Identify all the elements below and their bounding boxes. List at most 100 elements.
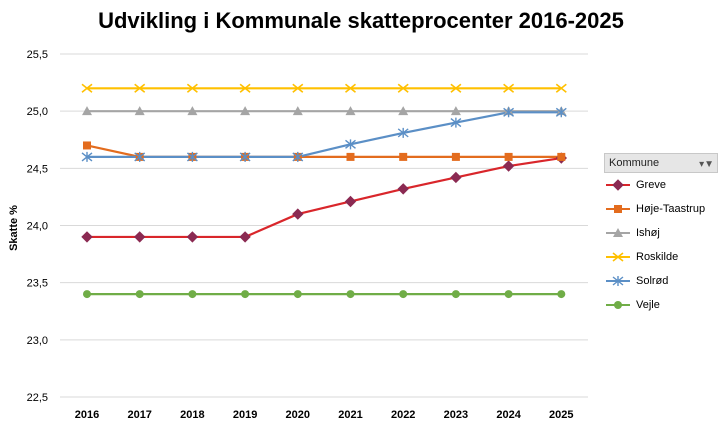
legend-swatch [606,252,630,262]
data-point [133,231,146,243]
x-tick-label: 2016 [75,409,99,421]
x-tick-label: 2023 [444,409,468,421]
data-point [346,152,355,161]
data-point [81,231,93,243]
filter-icon[interactable]: ▾▼ [699,159,714,170]
legend-marker [614,205,622,213]
legend-swatch [606,301,630,309]
data-point [346,290,355,299]
data-point [83,290,91,299]
legend: Kommune ▾▼ Greve Høje-Taastrup Ishøj Roskil… [604,153,718,317]
legend-swatch [606,276,630,286]
y-axis-label: Skatte % [8,205,20,251]
data-point [83,141,91,150]
series-lines [86,87,562,296]
data-point [186,151,198,162]
legend-marker [613,228,623,237]
data-point [451,290,460,299]
data-point [239,151,251,162]
legend-marker [614,301,622,309]
data-point [397,183,409,195]
data-point [134,83,146,93]
y-tick-label: 23,0 [27,335,48,347]
x-tick-label: 2017 [127,409,151,421]
legend-title: Kommune [609,157,660,169]
data-point [345,106,356,116]
legend-item[interactable]: Roskilde [604,245,718,269]
legend-item[interactable]: Vejle [604,293,718,317]
y-tick-label: 24,5 [27,163,48,175]
data-point [450,83,462,93]
data-point [81,151,93,162]
data-point [81,83,93,93]
x-tick-label: 2024 [496,409,521,421]
data-point [293,290,302,299]
legend-item[interactable]: Solrød [604,269,718,293]
legend-swatch [606,228,630,237]
chart-title: Udvikling i Kommunale skatteprocenter 20… [98,8,624,33]
y-tick-labels: 22,5 23,0 23,5 24,0 24,5 25,0 25,5 [27,49,48,404]
legend-label: Vejle [636,299,660,311]
data-point [502,160,515,172]
legend-label: Høje-Taastrup [636,203,706,215]
legend-marker [612,179,624,191]
data-point [397,83,409,93]
data-point [292,208,304,220]
data-point [135,290,144,299]
data-point [555,107,567,118]
data-point [134,151,146,162]
data-point [399,152,408,161]
data-point [186,231,199,243]
data-point [557,290,566,299]
legend-label: Roskilde [636,251,679,263]
legend-label: Ishøj [636,227,660,239]
series-markers [81,83,568,299]
data-point [292,106,303,116]
data-point [292,83,304,93]
data-point [503,107,515,118]
data-point [134,106,145,116]
legend-item[interactable]: Ishøj [604,221,718,245]
legend-items: Greve Høje-Taastrup Ishøj Roskilde Solrød Vej… [604,173,718,317]
data-point [240,106,251,116]
legend-item[interactable]: Høje-Taastrup [604,197,718,221]
data-point [451,152,460,161]
x-tick-label: 2022 [391,409,415,421]
x-tick-label: 2021 [338,409,362,421]
data-point [345,83,356,93]
data-point [503,83,515,93]
data-point [186,83,198,93]
data-point [450,117,462,128]
gridlines [60,53,588,398]
data-point [504,290,513,299]
data-point [399,290,408,299]
data-point [241,290,250,299]
legend-marker [612,252,624,262]
data-point [504,152,513,161]
legend-marker [612,276,624,286]
data-point [397,127,409,138]
data-point [450,106,461,116]
legend-label: Greve [636,179,666,191]
y-tick-label: 22,5 [27,392,48,404]
data-point [292,151,304,162]
data-point [239,83,251,93]
data-point [450,171,462,184]
data-point [555,83,567,93]
legend-swatch [606,179,630,191]
y-tick-label: 25,5 [27,49,48,61]
legend-swatch [606,205,630,213]
x-tick-label: 2020 [286,409,310,421]
legend-header[interactable]: Kommune ▾▼ [604,153,718,173]
data-point [82,106,92,116]
data-point [188,290,197,299]
data-point [345,139,356,150]
x-tick-label: 2018 [180,409,204,421]
y-tick-label: 24,0 [27,221,48,233]
series-line-solr-d [87,111,562,158]
data-point [344,195,357,208]
data-point [398,106,409,116]
data-point [239,231,251,243]
legend-item[interactable]: Greve [604,173,718,197]
